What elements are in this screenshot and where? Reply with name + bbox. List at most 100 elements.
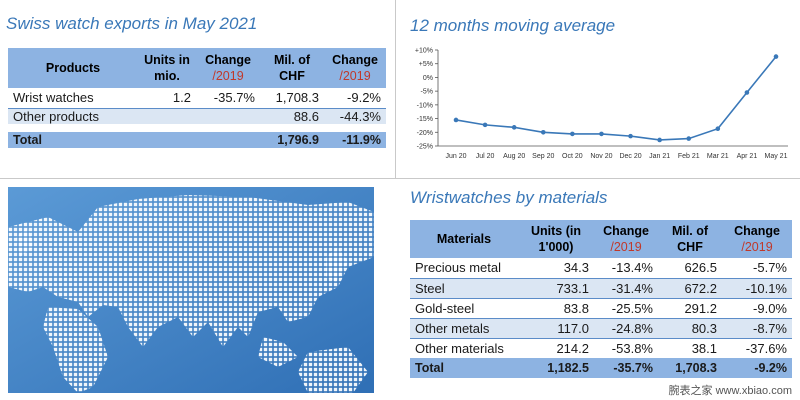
table-cell: -9.0% (722, 297, 792, 318)
table-row: Other materials 214.2 -53.8% 38.1 -37.6% (410, 337, 792, 358)
table-cell: Total (8, 124, 138, 148)
table-cell: -9.2% (347, 90, 381, 106)
total-row: Total 1,182.5 -35.7% 1,708.3 -9.2% (410, 358, 792, 378)
table-row: Other products 88.6 -44.3% (8, 107, 386, 128)
column-header-label: Products (45, 61, 101, 75)
table-cell: 672.2 (658, 277, 722, 298)
table-cell (196, 124, 260, 148)
horizontal-divider (0, 178, 800, 179)
data-point (511, 125, 517, 130)
table-cell: Total (410, 358, 518, 378)
table-cell: -10.1% (722, 277, 792, 298)
x-tick-label: Dec 20 (619, 153, 641, 160)
data-point (540, 129, 546, 135)
table-cell: 626.5 (684, 260, 717, 276)
x-tick-label: Oct 20 (562, 153, 583, 160)
data-point (628, 133, 633, 139)
table-cell: Precious metal (415, 260, 501, 276)
column-header-label: Change (603, 224, 649, 238)
data-point (686, 136, 692, 141)
table-cell: Wrist watches (13, 90, 94, 106)
x-tick-label: May 21 (765, 153, 788, 160)
column-header: Change/2019 (722, 220, 792, 258)
x-tick-label: Jan 21 (649, 153, 670, 160)
data-point (482, 122, 488, 128)
table-cell: -24.8% (594, 317, 658, 338)
table-cell: -9.2% (722, 358, 792, 378)
table-cell: -11.9% (324, 124, 386, 148)
exports-header-row: Products Units in mio. Change/2019 Mil. of … (8, 48, 386, 88)
x-tick-label: Apr 21 (737, 153, 758, 160)
column-header: Mil. of CHF (260, 48, 324, 88)
column-header-sublabel: /2019 (741, 240, 773, 254)
x-tick-label: Jul 20 (476, 153, 495, 160)
table-cell: 1,708.3 (658, 358, 722, 378)
column-header-sublabel: /2019 (610, 240, 642, 254)
data-point (773, 54, 779, 59)
x-tick-label: Jun 20 (445, 153, 466, 160)
table-cell: -5.7% (753, 260, 787, 276)
table-cell (138, 107, 196, 128)
column-header-label: Change (734, 224, 780, 238)
table-cell: Steel (410, 277, 518, 298)
y-tick-label: 0% (423, 75, 433, 82)
table-cell: -8.7% (722, 317, 792, 338)
y-tick-label: -10% (417, 102, 433, 109)
column-header-label: Materials (436, 232, 492, 246)
y-tick-label: -20% (417, 130, 433, 137)
column-header-label: Mil. of CHF (671, 224, 709, 254)
column-header-label: Units (in 1'000) (531, 224, 581, 254)
data-point (744, 90, 750, 95)
x-tick-label: Aug 20 (503, 153, 525, 160)
data-point (657, 137, 662, 143)
table-cell: 88.6 (260, 107, 324, 128)
table-cell: 1,796.9 (260, 124, 324, 148)
column-header: Mil. of CHF (658, 220, 722, 258)
column-header: Units in mio. (138, 48, 196, 88)
series-line (455, 56, 777, 141)
y-tick-label: +5% (419, 61, 433, 68)
data-point (570, 131, 575, 137)
table-cell: -37.6% (722, 337, 792, 358)
materials-title: Wristwatches by materials (410, 188, 608, 207)
world-map-image (8, 187, 374, 393)
data-point (715, 126, 721, 132)
table-cell: 83.8 (518, 297, 594, 318)
table-cell: -35.7% (213, 90, 255, 106)
column-header-label: Mil. of CHF (273, 53, 311, 83)
column-header: Products (8, 48, 138, 88)
table-row: Wrist watches 1.2 -35.7% 1,708.3 -9.2% (8, 88, 386, 108)
table-cell: -35.7% (594, 358, 658, 378)
table-cell: -25.5% (594, 297, 658, 318)
column-header: Change/2019 (324, 48, 386, 88)
column-header: Change/2019 (594, 220, 658, 258)
column-header: Units (in 1'000) (518, 220, 594, 258)
vertical-divider (395, 0, 396, 178)
materials-header-row: Materials Units (in 1'000) Change/2019 Mil.… (410, 220, 792, 258)
column-header-sublabel: /2019 (339, 69, 371, 83)
table-cell: Other metals (410, 317, 518, 338)
table-row: Other metals 117.0 -24.8% 80.3 -8.7% (410, 317, 792, 338)
column-header-label: Change (332, 53, 378, 67)
table-cell: Other products (8, 107, 138, 128)
table-cell (138, 124, 196, 148)
table-cell: 117.0 (518, 317, 594, 338)
total-row: Total 1,796.9 -11.9% (8, 124, 386, 148)
x-tick-label: Feb 21 (678, 153, 700, 160)
chart-title: 12 months moving average (410, 16, 616, 35)
moving-average-chart: -25% -20% -15% -10% -5% 0% +5% +10% Jun 20 Jul 20… (415, 48, 788, 160)
table-row: Precious metal 34.3 -13.4% 626.5 -5.7% (410, 258, 792, 278)
table-cell: 34.3 (563, 260, 589, 276)
y-tick-label: -15% (417, 116, 433, 123)
column-header-label: Change (205, 53, 251, 67)
table-row: Gold-steel 83.8 -25.5% 291.2 -9.0% (410, 297, 792, 318)
exports-title: Swiss watch exports in May 2021 (6, 14, 258, 33)
table-cell: 214.2 (518, 337, 594, 358)
table-cell: 38.1 (658, 337, 722, 358)
exports-table: Products Units in mio. Change/2019 Mil. of … (8, 48, 386, 148)
x-tick-label: Sep 20 (532, 153, 554, 160)
table-cell: 291.2 (658, 297, 722, 318)
y-tick-label: -5% (421, 89, 433, 96)
watermark-text: 腕表之家 www.xbiao.com (668, 385, 792, 397)
table-cell: 733.1 (518, 277, 594, 298)
